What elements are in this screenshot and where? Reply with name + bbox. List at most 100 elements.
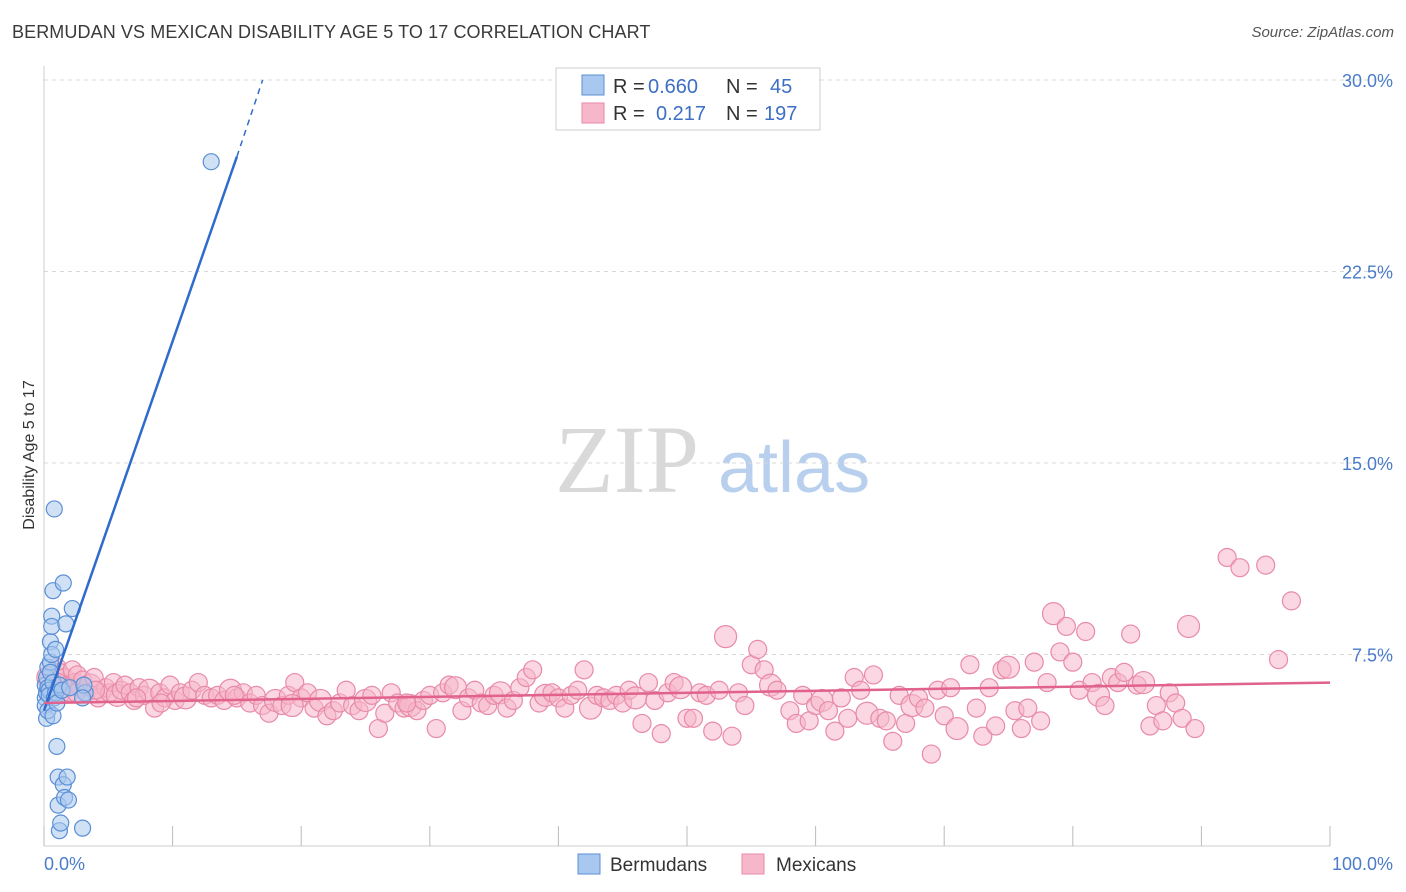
mexicans-point — [838, 708, 858, 728]
watermark-zip: ZIP — [555, 406, 699, 513]
tick-labels: 7.5% 15.0% 22.5% 30.0% 0.0% 100.0% — [44, 71, 1393, 874]
mexicans-point — [1095, 695, 1115, 716]
mexicans-point — [735, 695, 755, 716]
source-label: Source: ZipAtlas.com — [1251, 24, 1394, 41]
series-legend: Bermudans Mexicans — [577, 853, 856, 876]
bermudans-point — [48, 737, 66, 756]
mexicans-point — [818, 701, 839, 721]
bermudans-point — [52, 814, 70, 832]
mexicans-point — [915, 698, 935, 718]
mexicans-point — [1281, 591, 1302, 611]
legend-n-value-mexicans: 197 — [764, 103, 797, 125]
mexicans-point — [1230, 558, 1250, 578]
bottom-legend-label-mexicans: Mexicans — [776, 855, 856, 876]
mexicans-point — [683, 708, 704, 728]
mexicans-point — [1114, 662, 1134, 682]
correlation-legend: R = 0.660 N = 45 R = 0.217 N = 197 — [555, 67, 821, 131]
y-tick-label: 30.0% — [1342, 71, 1393, 91]
mexicans-point — [934, 706, 954, 726]
x-tick-label-min: 0.0% — [44, 854, 85, 874]
bermudans-point — [58, 768, 76, 786]
mexicans-point — [1121, 624, 1141, 644]
mexicans-point — [1256, 555, 1276, 575]
legend-swatch-mexicans — [581, 102, 605, 124]
y-tick-label: 22.5% — [1342, 263, 1393, 283]
mexicans-point — [1176, 614, 1201, 639]
mexicans-trend-line — [43, 681, 1331, 705]
mexicans-point — [876, 711, 896, 731]
mexicans-point — [1172, 708, 1192, 728]
bermudans-trend-extension — [236, 79, 264, 157]
mexicans-point — [224, 685, 244, 705]
watermark-atlas: atlas — [718, 428, 870, 508]
legend-r-label-bermudans: R = — [613, 76, 645, 98]
y-axis-label: Disability Age 5 to 17 — [21, 380, 38, 530]
axes — [43, 66, 1331, 847]
mexicans-point — [703, 721, 723, 741]
mexicans-point — [1050, 642, 1070, 662]
bottom-legend-swatch-mexicans — [741, 853, 765, 875]
mexicans-point — [713, 625, 738, 649]
legend-r-label-mexicans: R = — [613, 103, 645, 125]
mexicans-point — [883, 731, 903, 751]
bottom-legend-label-bermudans: Bermudans — [610, 855, 707, 876]
mexicans-point — [1024, 652, 1044, 672]
bermudans-point — [73, 819, 92, 837]
x-tick-label-max: 100.0% — [1332, 854, 1393, 874]
mexicans-point — [426, 718, 446, 739]
mexicans-point — [126, 688, 147, 708]
mexicans-point — [966, 698, 986, 718]
mexicans-point — [1076, 621, 1096, 642]
mexicans-point — [863, 665, 884, 685]
mexicans-point — [568, 680, 588, 700]
legend-swatch-bermudans — [581, 74, 605, 96]
mexicans-point — [1185, 718, 1205, 739]
mexicans-point — [973, 726, 993, 746]
mexicans-point — [523, 660, 543, 680]
bermudans-points — [36, 153, 220, 840]
bottom-legend-swatch-bermudans — [577, 853, 601, 875]
trend-lines — [42, 79, 1331, 712]
mexicans-point — [921, 744, 941, 764]
mexicans-point — [1063, 652, 1083, 672]
bermudans-point — [59, 791, 78, 809]
bermudans-point — [61, 679, 79, 697]
bermudans-point — [46, 640, 65, 658]
mexicans-point — [825, 721, 845, 741]
mexicans-point — [375, 703, 395, 723]
mexicans-point — [651, 724, 671, 744]
grid-lines — [44, 79, 1392, 655]
bermudans-trend-line — [42, 156, 239, 712]
mexicans-point — [1056, 616, 1076, 637]
mexicans-point — [722, 726, 742, 746]
mexicans-point — [748, 639, 768, 659]
mexicans-point — [632, 713, 652, 734]
chart-title: BERMUDAN VS MEXICAN DISABILITY AGE 5 TO … — [12, 22, 651, 42]
y-tick-label: 7.5% — [1352, 646, 1393, 666]
mexicans-point — [151, 693, 171, 713]
mexicans-point — [1217, 547, 1237, 568]
legend-r-value-mexicans: 0.217 — [656, 103, 706, 125]
mexicans-point — [574, 660, 594, 680]
mexicans-point — [1011, 718, 1031, 739]
y-tick-label: 15.0% — [1342, 454, 1393, 474]
mexicans-point — [1031, 711, 1051, 731]
mexicans-point — [960, 655, 980, 675]
bermudans-point — [43, 617, 61, 636]
mexicans-point — [945, 716, 969, 741]
mexicans-point — [986, 716, 1006, 736]
bermudans-point — [54, 574, 72, 592]
mexicans-point — [1153, 711, 1173, 731]
mexicans-point — [831, 688, 851, 708]
mexicans-point — [668, 676, 693, 700]
mexicans-point — [1018, 698, 1038, 718]
mexicans-point — [709, 680, 729, 700]
bermudans-point — [202, 153, 220, 171]
legend-n-label-mexicans: N = — [726, 103, 758, 125]
legend-r-value-bermudans: 0.660 — [648, 76, 698, 98]
mexicans-point — [638, 672, 659, 693]
mexicans-points — [36, 547, 1302, 764]
mexicans-point — [1041, 602, 1066, 626]
legend-n-value-bermudans: 45 — [770, 76, 792, 98]
